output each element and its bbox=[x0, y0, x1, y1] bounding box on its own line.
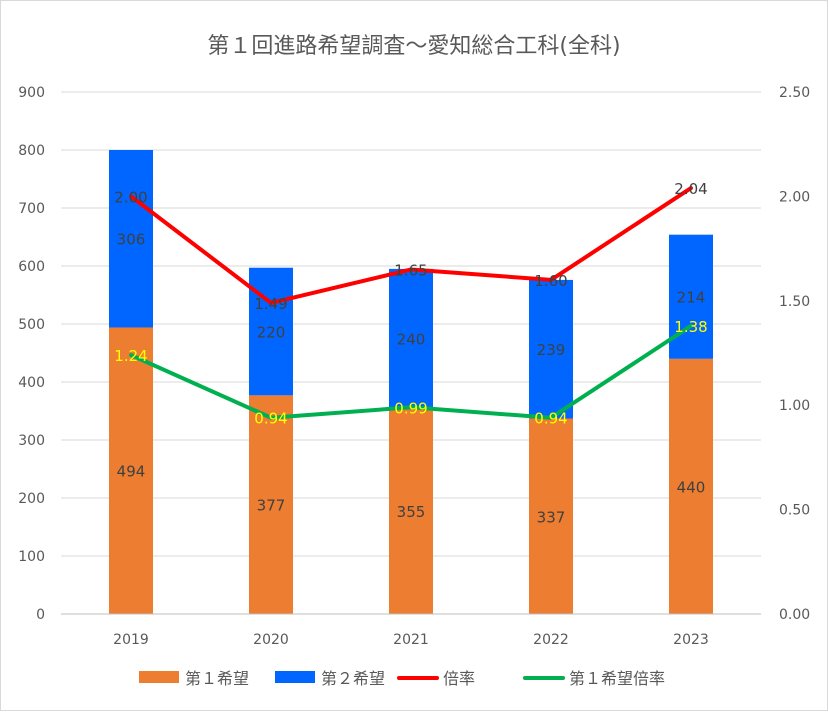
legend-swatch bbox=[139, 671, 179, 683]
bar-data-label: 239 bbox=[537, 341, 566, 359]
left-tick-label: 700 bbox=[18, 201, 45, 217]
x-axis: 2019 2020 2021 2022 2023 bbox=[61, 614, 761, 648]
bar-data-label: 377 bbox=[257, 497, 286, 515]
right-tick-label: 2.00 bbox=[779, 189, 810, 205]
right-tick-label: 0.00 bbox=[779, 607, 810, 623]
bar-data-label: 355 bbox=[397, 503, 426, 521]
line-data-label: 1.24 bbox=[114, 347, 147, 365]
line-data-label: 2.00 bbox=[114, 188, 147, 206]
legend: 第１希望 第２希望 倍率 第１希望倍率 bbox=[139, 669, 665, 688]
line-data-label: 0.94 bbox=[534, 410, 567, 428]
legend-label: 倍率 bbox=[443, 669, 475, 688]
x-tick-label: 2020 bbox=[253, 632, 289, 648]
left-tick-label: 500 bbox=[18, 317, 45, 333]
bar-data-label: 494 bbox=[117, 463, 146, 481]
left-tick-label: 100 bbox=[18, 549, 45, 565]
left-tick-label: 400 bbox=[18, 375, 45, 391]
line-data-label: 2.04 bbox=[674, 180, 707, 198]
right-tick-label: 0.50 bbox=[779, 503, 810, 519]
left-tick-label: 300 bbox=[18, 433, 45, 449]
chart-title: 第１回進路希望調査～愛知総合工科(全科) bbox=[207, 34, 620, 59]
bar-data-label: 306 bbox=[117, 231, 146, 249]
legend-swatch bbox=[275, 671, 315, 683]
left-tick-label: 800 bbox=[18, 143, 45, 159]
bar-data-label: 240 bbox=[397, 331, 426, 349]
left-axis: 0 100 200 300 400 500 600 700 800 900 bbox=[18, 85, 45, 623]
legend-label: 第１希望 bbox=[185, 669, 249, 688]
line-data-label: 1.49 bbox=[254, 295, 287, 313]
left-tick-label: 200 bbox=[18, 491, 45, 507]
line-data-label: 0.99 bbox=[394, 399, 427, 417]
x-tick-label: 2022 bbox=[533, 632, 569, 648]
left-tick-label: 600 bbox=[18, 259, 45, 275]
bar-data-label: 337 bbox=[537, 508, 566, 526]
right-tick-label: 1.50 bbox=[779, 294, 810, 310]
right-tick-label: 1.00 bbox=[779, 398, 810, 414]
bar-data-label: 220 bbox=[257, 324, 286, 342]
line-data-label: 1.65 bbox=[394, 261, 427, 279]
left-tick-label: 0 bbox=[36, 607, 45, 623]
legend-label: 第２希望 bbox=[321, 669, 385, 688]
right-axis: 0.00 0.50 1.00 1.50 2.00 2.50 bbox=[779, 85, 810, 623]
x-tick-label: 2019 bbox=[113, 632, 149, 648]
right-tick-label: 2.50 bbox=[779, 85, 810, 101]
line-data-label: 1.38 bbox=[674, 318, 707, 336]
x-tick-label: 2023 bbox=[673, 632, 709, 648]
line-data-label: 1.60 bbox=[534, 272, 567, 290]
bar-data-label: 440 bbox=[677, 478, 706, 496]
left-tick-label: 900 bbox=[18, 85, 45, 101]
legend-label: 第１希望倍率 bbox=[569, 669, 665, 688]
x-tick-label: 2021 bbox=[393, 632, 429, 648]
line-data-label: 0.94 bbox=[254, 410, 287, 428]
bar-data-label: 214 bbox=[677, 289, 706, 307]
